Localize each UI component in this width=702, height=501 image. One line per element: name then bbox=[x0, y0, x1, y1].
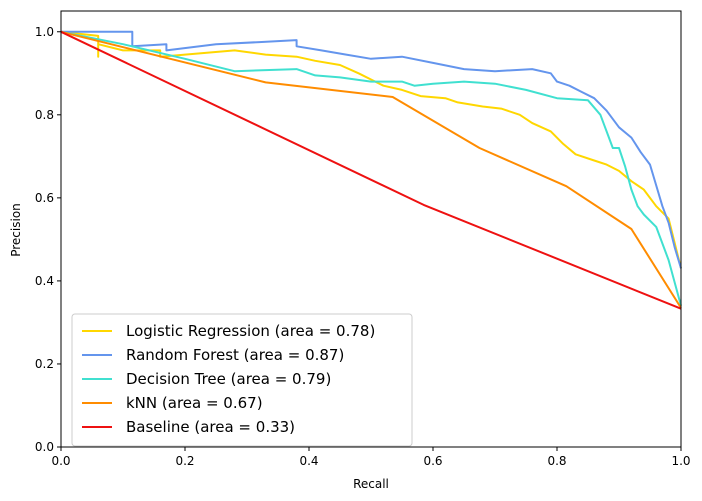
axes-frame bbox=[60, 10, 682, 448]
x-tick-label: 0.8 bbox=[547, 454, 566, 468]
x-tick-label: 0.6 bbox=[423, 454, 442, 468]
y-tick-label: 0.6 bbox=[35, 191, 54, 205]
x-tick-label: 0.0 bbox=[51, 454, 70, 468]
legend-entry-3: kNN (area = 0.67) bbox=[126, 394, 263, 412]
y-tick-label: 0.0 bbox=[35, 440, 54, 454]
legend-entry-0: Logistic Regression (area = 0.78) bbox=[126, 322, 375, 340]
series-line-4 bbox=[60, 30, 682, 310]
series-line-0 bbox=[60, 30, 682, 269]
x-tick-label: 1.0 bbox=[671, 454, 690, 468]
axes: 0.0 0.2 0.4 0.6 0.8 1.0 0.0 0.2 0.4 0.6 0.8 1.0 bbox=[35, 10, 691, 468]
series-line-2 bbox=[60, 30, 682, 307]
y-axis-label: Precision bbox=[9, 203, 23, 257]
x-axis-label: Recall bbox=[353, 477, 389, 491]
y-tick-label: 1.0 bbox=[35, 25, 54, 39]
x-tick-label: 0.4 bbox=[299, 454, 318, 468]
x-tick-label: 0.2 bbox=[175, 454, 194, 468]
legend-entry-1: Random Forest (area = 0.87) bbox=[126, 346, 344, 364]
series-lines bbox=[60, 30, 682, 310]
y-tick-label: 0.8 bbox=[35, 108, 54, 122]
series-line-1 bbox=[61, 30, 682, 269]
legend-entry-4: Baseline (area = 0.33) bbox=[126, 418, 295, 436]
legend-entry-2: Decision Tree (area = 0.79) bbox=[126, 370, 331, 388]
legend-box bbox=[71, 313, 413, 447]
series-line-3 bbox=[60, 30, 682, 309]
y-tick-label: 0.4 bbox=[35, 274, 54, 288]
legend: Logistic Regression (area = 0.78) Random … bbox=[71, 313, 413, 447]
y-tick-label: 0.2 bbox=[35, 357, 54, 371]
